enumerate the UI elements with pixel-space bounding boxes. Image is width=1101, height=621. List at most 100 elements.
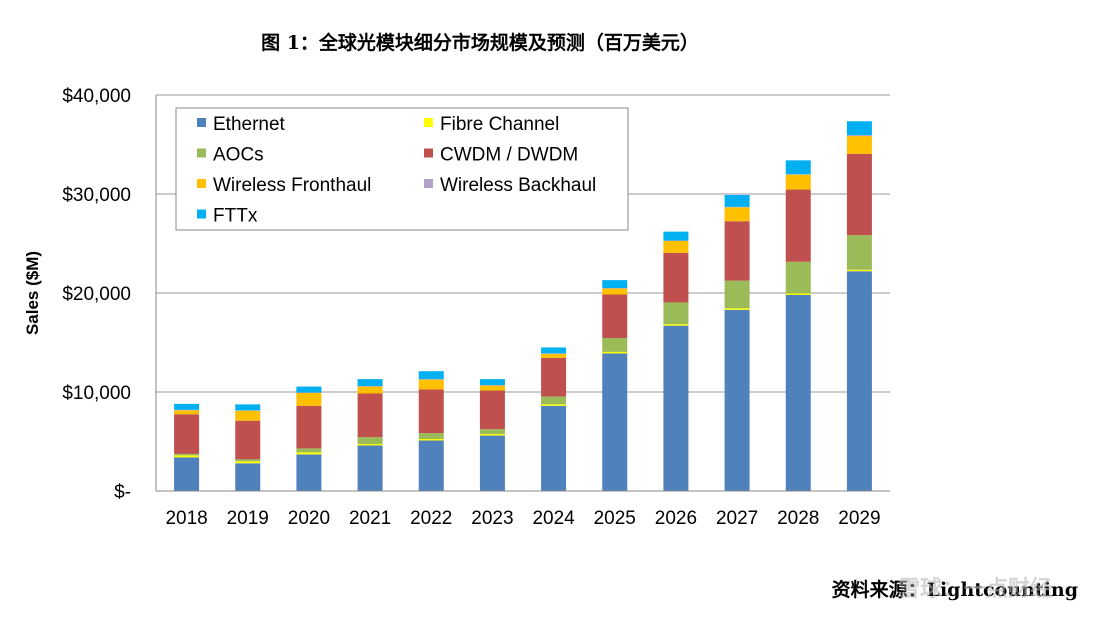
bar-segment-cwdm-dwdm — [418, 389, 444, 434]
legend-swatch — [424, 148, 433, 158]
bar-segment-fttx — [235, 404, 261, 411]
chart-title: 图 1：全球光模块细分市场规模及预测（百万美元） — [261, 31, 699, 54]
bar-segment-fibre-channel — [541, 404, 567, 406]
legend-swatch — [197, 179, 206, 188]
bar-segment-cwdm-dwdm — [296, 405, 322, 449]
legend-swatch — [197, 148, 206, 158]
x-tick-label: 2025 — [594, 508, 636, 529]
legend-label: CWDM / DWDM — [440, 145, 578, 166]
bar-segment-wireless-fronthaul — [174, 410, 200, 415]
x-tick-label: 2027 — [716, 508, 758, 529]
x-tick-label: 2022 — [410, 508, 452, 529]
bar-segment-fttx — [541, 347, 567, 354]
bar-segment-fibre-channel — [235, 461, 261, 464]
legend-swatch — [197, 209, 206, 219]
bar-segment-ethernet — [846, 271, 872, 491]
legend-swatch — [424, 118, 433, 127]
bar-segment-fttx — [418, 371, 444, 380]
bar-segment-wireless-backhaul — [846, 135, 872, 137]
x-tick-label: 2029 — [838, 508, 880, 529]
y-tick-label: $10,000 — [62, 383, 131, 404]
bar-segment-cwdm-dwdm — [724, 221, 750, 281]
y-tick-label: $40,000 — [62, 86, 131, 107]
y-tick-label: $20,000 — [62, 284, 131, 305]
bar-segment-fibre-channel — [296, 452, 322, 455]
bar-segment-wireless-fronthaul — [296, 392, 322, 406]
bar-segment-cwdm-dwdm — [541, 357, 567, 397]
legend-label: Fibre Channel — [440, 114, 559, 135]
bar-segment-ethernet — [479, 435, 505, 491]
bar-segment-fttx — [663, 231, 689, 241]
bar-segment-aocs — [846, 235, 872, 270]
bar-segment-aocs — [296, 448, 322, 453]
bar-segment-wireless-fronthaul — [479, 385, 505, 391]
bar-segment-fttx — [724, 194, 750, 207]
x-tick-label: 2020 — [288, 508, 330, 529]
legend: Ethernet Fibre Channel AOCs CWDM / DWDM Wire… — [175, 107, 629, 231]
bar-segment-ethernet — [418, 440, 444, 491]
bar-segment-fibre-channel — [785, 293, 811, 295]
x-tick-label: 2019 — [227, 508, 269, 529]
bar-segment-aocs — [235, 459, 261, 462]
bar-segment-wireless-fronthaul — [602, 288, 628, 295]
axes — [155, 95, 890, 492]
y-tick-label: $30,000 — [62, 185, 131, 206]
bar-segment-cwdm-dwdm — [846, 153, 872, 236]
legend-label: Wireless Fronthaul — [213, 175, 371, 196]
bar-segment-wireless-fronthaul — [846, 136, 872, 154]
bar-segment-cwdm-dwdm — [785, 189, 811, 262]
bars — [174, 121, 872, 491]
bar-segment-ethernet — [541, 405, 567, 491]
bar-segment-cwdm-dwdm — [357, 393, 383, 438]
bar-segment-wireless-fronthaul — [724, 207, 750, 222]
bar-segment-fttx — [785, 160, 811, 175]
y-axis-label: Sales ($M) — [23, 251, 42, 335]
x-tick-label: 2018 — [165, 508, 207, 529]
x-tick-label: 2023 — [471, 508, 513, 529]
x-tick-label: 2028 — [777, 508, 819, 529]
x-tick-label: 2026 — [655, 508, 697, 529]
legend-label: Wireless Backhaul — [440, 175, 596, 196]
bar-segment-aocs — [418, 433, 444, 440]
legend-label: AOCs — [213, 145, 264, 166]
bar-segment-ethernet — [785, 294, 811, 491]
bar-segment-wireless-fronthaul — [235, 410, 261, 421]
bar-segment-aocs — [174, 453, 200, 456]
bar-segment-aocs — [602, 338, 628, 352]
bar-segment-fibre-channel — [357, 443, 383, 446]
bar-segment-aocs — [541, 396, 567, 405]
legend-swatch — [424, 179, 433, 188]
bar-segment-wireless-fronthaul — [541, 353, 567, 358]
bar-segment-fibre-channel — [846, 269, 872, 272]
bar-segment-cwdm-dwdm — [663, 252, 689, 303]
bar-segment-aocs — [357, 437, 383, 444]
source-text: 资料来源：Lightcounting — [832, 578, 1078, 601]
bar-segment-wireless-fronthaul — [663, 241, 689, 253]
bar-segment-fttx — [479, 379, 505, 386]
bar-segment-ethernet — [296, 454, 322, 491]
bar-segment-cwdm-dwdm — [479, 390, 505, 430]
legend-label: FTTx — [213, 206, 258, 227]
bar-segment-fibre-channel — [663, 324, 689, 326]
bar-segment-cwdm-dwdm — [602, 294, 628, 339]
bar-segment-ethernet — [357, 445, 383, 491]
bar-segment-fibre-channel — [174, 455, 200, 458]
bar-segment-aocs — [663, 302, 689, 325]
bar-segment-fibre-channel — [602, 351, 628, 354]
watermark-text: 雪球：一点财经 — [898, 576, 1052, 602]
source-name: Lightcounting — [927, 579, 1078, 601]
bar-segment-aocs — [479, 429, 505, 435]
y-tick-labels: $- $10,000 $20,000 $30,000 $40,000 — [62, 86, 131, 503]
x-tick-labels: 2018 2019 2020 2021 2022 2023 2024 2025 2026 2027… — [165, 508, 880, 529]
y-tick-label: $- — [114, 482, 131, 503]
bar-segment-fttx — [357, 379, 383, 387]
x-tick-label: 2024 — [532, 508, 575, 529]
source-label: 资料来源： — [832, 578, 927, 601]
bar-segment-fttx — [296, 386, 322, 393]
x-tick-label: 2021 — [349, 508, 391, 529]
bar-segment-ethernet — [174, 457, 200, 491]
legend-swatch — [197, 118, 206, 127]
bar-segment-fttx — [174, 403, 200, 410]
bar-segment-fttx — [846, 121, 872, 136]
